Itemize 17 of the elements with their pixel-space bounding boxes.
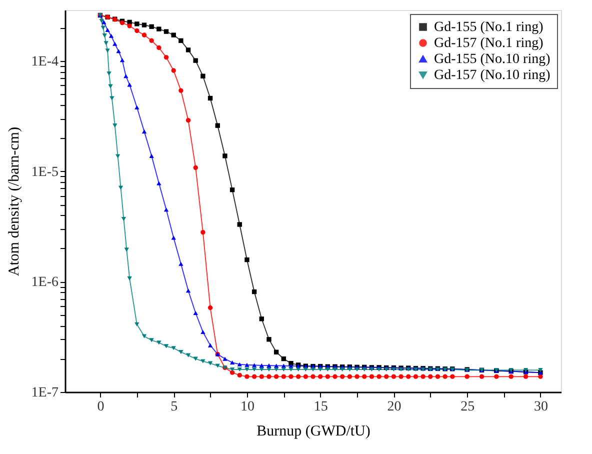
legend-label: Gd-157 (No.10 ring) — [434, 68, 551, 83]
y-axis-title: Atom density (/barn-cm) — [6, 126, 22, 276]
y-tick-label: 1E-5 — [31, 164, 58, 180]
legend-label: Gd-155 (No.1 ring) — [434, 20, 544, 35]
x-tick-label: 0 — [97, 400, 104, 414]
x-tick-label: 15 — [314, 400, 328, 414]
x-tick-label: 20 — [387, 400, 402, 414]
y-tick-label: 1E-6 — [31, 275, 58, 290]
x-axis-title: Burnup (GWD/tU) — [256, 424, 370, 440]
legend-label: Gd-157 (No.1 ring) — [434, 36, 544, 51]
x-tick-label: 25 — [460, 400, 475, 414]
legend-label: Gd-155 (No.10 ring) — [434, 52, 551, 67]
x-tick-label: 5 — [170, 400, 178, 414]
y-tick-label: 1E-4 — [31, 54, 58, 70]
x-tick-label: 30 — [534, 400, 548, 414]
y-tick-label: 1E-7 — [31, 386, 58, 400]
x-tick-label: 10 — [240, 400, 254, 414]
